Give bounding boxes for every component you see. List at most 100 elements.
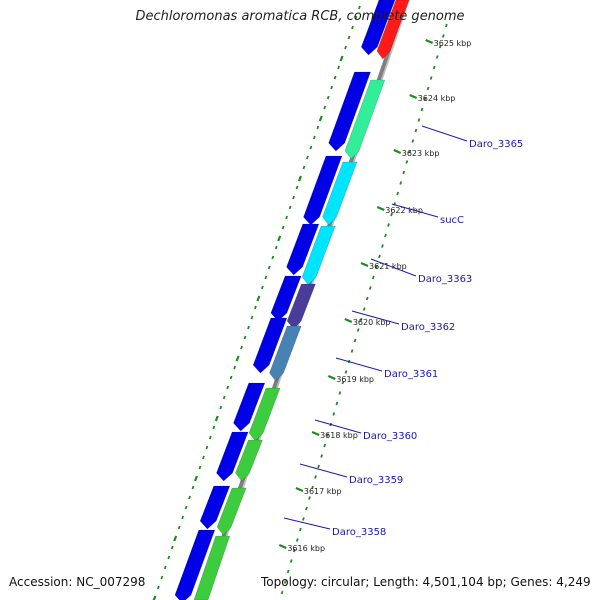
dot-mark [274, 245, 278, 250]
gene-label: Daro_3362 [401, 322, 455, 333]
tick-mark [311, 430, 320, 437]
dot-mark [338, 391, 342, 395]
dot-mark [365, 296, 369, 301]
dot-mark [212, 425, 216, 430]
tick-mark [327, 374, 336, 381]
dot-mark [426, 86, 430, 91]
dot-mark [335, 401, 339, 406]
dot-mark [247, 325, 250, 330]
forward-gene-arrow [233, 382, 266, 432]
dot-mark [337, 65, 340, 70]
gene-label-leader [283, 517, 331, 530]
dot-mark [193, 475, 199, 482]
dot-mark [286, 569, 290, 574]
dot-mark [350, 349, 354, 353]
dot-mark [305, 506, 308, 511]
gene-label: Daro_3359 [349, 475, 403, 486]
gene-label-leader [335, 357, 383, 372]
gene-arrow [376, 0, 410, 60]
dot-mark [344, 370, 348, 374]
dot-mark [295, 538, 299, 542]
forward-gene-arrow [174, 529, 216, 600]
dot-mark [267, 265, 271, 270]
forward-gene-arrow [270, 275, 302, 322]
dot-mark [323, 105, 327, 110]
dot-mark [375, 265, 378, 269]
gene-arrow [269, 325, 302, 382]
gene-label: sucC [440, 215, 464, 226]
dot-mark [351, 25, 354, 30]
dot-mark [420, 107, 424, 112]
dot-mark [299, 527, 302, 532]
dot-mark [312, 135, 316, 140]
tick-label: 3623 kbp [402, 149, 440, 158]
tick-label: 3616 kbp [287, 544, 325, 553]
tick-mark [295, 486, 304, 493]
dot-mark [432, 65, 436, 70]
dot-mark [417, 118, 421, 122]
tick-mark [278, 543, 287, 550]
tick-label: 3620 kbp [353, 318, 391, 327]
dot-mark [191, 485, 195, 490]
dot-mark [202, 455, 205, 460]
dot-mark [384, 233, 387, 238]
tick-label: 3619 kbp [336, 375, 374, 384]
gene-arrow [216, 487, 247, 536]
dot-mark [396, 191, 400, 196]
dot-mark [256, 295, 261, 302]
dot-mark [423, 97, 427, 101]
gene-label: Daro_3365 [469, 139, 523, 150]
dot-mark [271, 255, 275, 260]
dot-mark [309, 145, 313, 150]
dot-mark [314, 475, 317, 479]
dot-mark [387, 223, 390, 227]
tick-label: 3624 kbp [418, 94, 456, 103]
dot-mark [243, 335, 247, 340]
forward-gene-arrow [286, 223, 320, 276]
dot-mark [292, 548, 296, 553]
gene-arrow [286, 283, 316, 330]
genome-summary-text: Topology: circular; Length: 4,501,104 bp… [261, 575, 591, 589]
dot-mark [222, 395, 226, 400]
dot-mark [288, 205, 292, 210]
dot-mark [438, 44, 442, 49]
dot-mark [205, 445, 209, 450]
dot-mark [358, 5, 361, 10]
gene-label: Daro_3361 [384, 369, 438, 380]
dot-mark [233, 365, 236, 370]
dot-mark [226, 385, 230, 390]
gene-label: Daro_3363 [418, 274, 472, 285]
tick-label: 3622 kbp [385, 206, 423, 215]
dot-mark [390, 212, 393, 217]
dot-mark [359, 317, 363, 322]
dot-mark [173, 535, 178, 542]
dot-mark [156, 585, 160, 590]
dot-mark [163, 565, 167, 570]
dot-mark [323, 443, 327, 448]
gene-label-leader [299, 463, 348, 478]
dot-mark [229, 375, 233, 380]
dot-mark [429, 76, 433, 80]
dot-mark [184, 505, 188, 510]
tick-mark [344, 317, 353, 324]
dot-mark [181, 515, 184, 520]
dot-mark [371, 275, 375, 280]
dot-track-inner [152, 5, 361, 600]
dot-mark [208, 435, 212, 440]
dot-mark [354, 15, 358, 20]
dot-mark [260, 285, 264, 290]
tick-mark [360, 261, 369, 268]
dot-mark [318, 115, 323, 122]
dot-mark [281, 225, 285, 230]
dot-mark [198, 465, 202, 470]
dot-mark [235, 355, 240, 362]
dot-mark [295, 185, 299, 190]
dot-mark [368, 286, 372, 290]
gene-arrow [193, 535, 231, 600]
dot-mark [170, 545, 174, 550]
dot-mark [289, 559, 293, 563]
dot-mark [302, 165, 306, 170]
forward-strand-track [174, 0, 396, 600]
tick-label: 3625 kbp [434, 39, 472, 48]
